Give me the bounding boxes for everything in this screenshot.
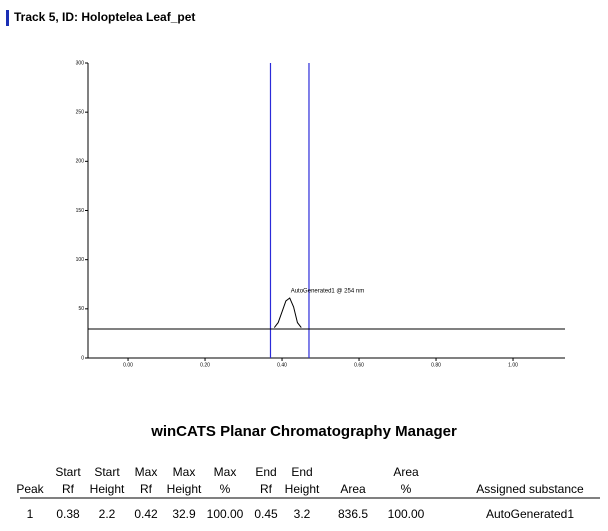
- x-tick-label: 0.00: [123, 362, 133, 368]
- y-tick-label: 0: [81, 355, 84, 361]
- series-line: [273, 297, 302, 328]
- table-cell: 3.2: [294, 507, 311, 521]
- table-cell: 100.00: [207, 507, 244, 521]
- table-cell: 1: [27, 507, 34, 521]
- table-cell: 2.2: [99, 507, 116, 521]
- x-tick-label: 0.60: [354, 362, 364, 368]
- table-cell: 0.45: [254, 507, 278, 521]
- table-cell: AutoGenerated1: [486, 507, 574, 521]
- page-title: Track 5, ID: Holoptelea Leaf_pet: [14, 10, 195, 24]
- table-cell: 0.38: [56, 507, 80, 521]
- x-tick-label: 1.00: [508, 362, 518, 368]
- table-cell: 836.5: [338, 507, 368, 521]
- y-tick-label: 50: [78, 306, 84, 312]
- column-header: %: [401, 482, 412, 496]
- x-tick-label: 0.40: [277, 362, 287, 368]
- column-header: Area: [340, 482, 366, 496]
- column-header: End: [291, 465, 312, 479]
- x-tick-label: 0.80: [431, 362, 441, 368]
- column-header: %: [220, 482, 231, 496]
- column-header: Peak: [16, 482, 44, 496]
- peak-annotation: AutoGenerated1 @ 254 nm: [291, 289, 364, 295]
- table-title: winCATS Planar Chromatography Manager: [150, 423, 457, 440]
- column-header: Height: [167, 482, 202, 496]
- column-header: Height: [285, 482, 320, 496]
- y-tick-label: 250: [76, 109, 85, 115]
- column-header: Height: [90, 482, 125, 496]
- column-header: Assigned substance: [476, 482, 584, 496]
- column-header: Rf: [140, 482, 153, 496]
- y-tick-label: 300: [76, 60, 85, 66]
- table-cell: 100.00: [388, 507, 425, 521]
- column-header: Start: [55, 465, 81, 479]
- column-header: Max: [135, 465, 158, 479]
- column-header: Rf: [62, 482, 75, 496]
- table-cell: 0.42: [134, 507, 158, 521]
- column-header: Rf: [260, 482, 273, 496]
- x-tick-label: 0.20: [200, 362, 210, 368]
- y-tick-label: 100: [76, 257, 85, 263]
- y-tick-label: 150: [76, 208, 85, 214]
- column-header: Start: [94, 465, 120, 479]
- column-header: End: [255, 465, 276, 479]
- column-header: Max: [214, 465, 237, 479]
- column-header: Area: [393, 465, 419, 479]
- title-marker: [6, 10, 9, 26]
- table-cell: 32.9: [172, 507, 196, 521]
- column-header: Max: [173, 465, 196, 479]
- y-tick-label: 200: [76, 159, 85, 165]
